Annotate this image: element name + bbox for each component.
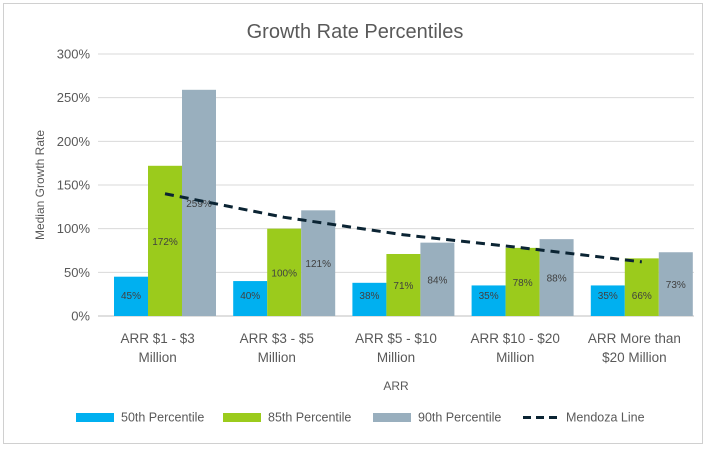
data-label: 66% xyxy=(632,291,652,302)
y-tick-label: 300% xyxy=(57,47,91,62)
growth-rate-chart: Growth Rate Percentiles 0% 50% 100% 150% 200… xyxy=(33,21,694,425)
legend-item: Mendoza Line xyxy=(523,411,645,425)
legend-label: Mendoza Line xyxy=(566,411,645,425)
bar-50th-percentile xyxy=(590,285,625,316)
chart-title: Growth Rate Percentiles xyxy=(247,21,464,43)
data-label: 84% xyxy=(427,275,447,286)
bar-85th-percentile xyxy=(386,253,421,316)
bar-50th-percentile xyxy=(233,281,268,316)
legend-label: 50th Percentile xyxy=(121,411,204,425)
data-label: 88% xyxy=(547,274,567,285)
data-labels: 45% 40% 38% 35% 35% 172% 100% 71% 78% 66% 259% 121%… xyxy=(121,199,686,302)
data-label: 35% xyxy=(598,291,618,302)
x-axis-categories: ARR $1 - $3 Million ARR $3 - $5 Million ARR … xyxy=(120,331,680,365)
bar-50th-percentile xyxy=(471,285,506,316)
mendoza-line-group xyxy=(164,192,642,264)
bar-50th-percentile xyxy=(114,276,148,316)
x-axis-title: ARR xyxy=(383,379,409,393)
bar-85th-percentile xyxy=(148,165,182,316)
y-axis-title: Median Growth Rate xyxy=(33,130,47,240)
data-label: 73% xyxy=(666,280,686,291)
y-tick-label: 150% xyxy=(57,178,91,193)
data-label: 38% xyxy=(359,291,379,302)
data-label: 78% xyxy=(513,278,533,289)
x-category-label: ARR $1 - $3 Million xyxy=(120,331,194,365)
bar-50th-percentile xyxy=(352,282,387,316)
data-label: 71% xyxy=(393,281,413,292)
x-category-label: ARR $3 - $5 Million xyxy=(240,331,314,365)
x-category-label: ARR $5 - $10 Million xyxy=(355,331,437,365)
bar-90th-percentile xyxy=(420,242,455,316)
y-tick-label: 0% xyxy=(71,309,90,324)
legend-item: 50th Percentile xyxy=(76,411,204,425)
x-category-label: ARR $10 - $20 Million xyxy=(471,331,560,365)
bar-85th-percentile xyxy=(267,228,302,316)
mendoza-line xyxy=(164,192,642,264)
data-label: 172% xyxy=(152,237,178,248)
y-tick-label: 250% xyxy=(57,90,91,105)
data-label: 259% xyxy=(186,199,212,210)
data-label: 100% xyxy=(271,268,297,279)
data-label: 121% xyxy=(305,259,331,270)
bars xyxy=(114,89,693,316)
y-tick-label: 200% xyxy=(57,134,91,149)
legend-item: 90th Percentile xyxy=(373,411,501,425)
data-label: 45% xyxy=(121,291,141,302)
bar-85th-percentile xyxy=(624,258,659,316)
data-label: 40% xyxy=(240,291,260,302)
y-tick-label: 50% xyxy=(64,265,90,280)
bar-90th-percentile xyxy=(658,252,693,316)
legend: 50th Percentile 85th Percentile 90th Perce… xyxy=(76,411,645,425)
legend-swatch xyxy=(223,413,261,422)
x-category-label: ARR More than $20 Million xyxy=(588,331,681,365)
legend-label: 85th Percentile xyxy=(268,411,351,425)
legend-label: 90th Percentile xyxy=(418,411,501,425)
bar-85th-percentile xyxy=(505,247,540,316)
chart-frame: Growth Rate Percentiles 0% 50% 100% 150% 200… xyxy=(3,3,703,444)
legend-swatch xyxy=(373,413,411,422)
y-axis-ticks: 0% 50% 100% 150% 200% 250% 300% xyxy=(57,47,91,324)
bar-90th-percentile xyxy=(301,210,336,316)
y-tick-label: 100% xyxy=(57,221,91,236)
data-label: 35% xyxy=(479,291,499,302)
legend-item: 85th Percentile xyxy=(223,411,351,425)
legend-swatch xyxy=(76,413,114,422)
